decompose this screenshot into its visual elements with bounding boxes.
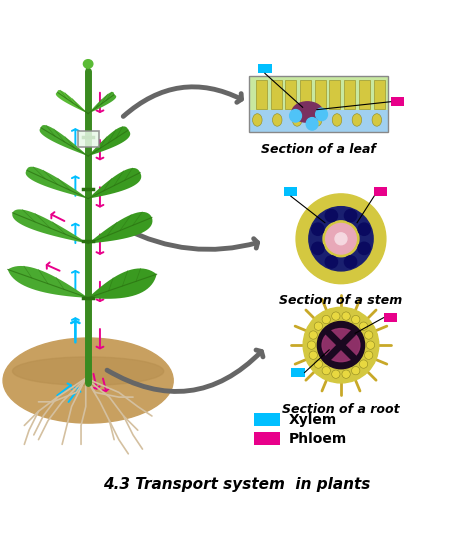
Text: Section of a stem: Section of a stem	[279, 294, 402, 307]
Bar	[271, 80, 282, 109]
Circle shape	[335, 233, 347, 245]
Ellipse shape	[352, 114, 362, 126]
Circle shape	[345, 210, 357, 222]
Circle shape	[323, 221, 359, 257]
Circle shape	[314, 322, 322, 330]
Bar	[254, 413, 280, 426]
Circle shape	[366, 341, 374, 349]
Bar	[258, 64, 272, 73]
Circle shape	[314, 360, 322, 368]
Text: Section of a root: Section of a root	[282, 403, 400, 416]
Ellipse shape	[3, 338, 173, 423]
Ellipse shape	[290, 109, 301, 122]
Text: Phloem: Phloem	[289, 432, 347, 446]
Circle shape	[342, 370, 350, 378]
Polygon shape	[12, 209, 88, 244]
Bar	[383, 313, 397, 322]
Text: Section of a leaf: Section of a leaf	[261, 143, 376, 156]
Circle shape	[307, 341, 316, 349]
Circle shape	[326, 224, 356, 254]
Circle shape	[325, 210, 337, 222]
Bar	[374, 80, 384, 109]
Bar	[359, 80, 370, 109]
Bar	[391, 97, 404, 106]
Bar	[374, 187, 387, 196]
Circle shape	[342, 312, 350, 320]
Text: Xylem: Xylem	[289, 413, 337, 427]
Polygon shape	[88, 268, 156, 299]
Circle shape	[345, 256, 357, 268]
Bar	[315, 80, 326, 109]
Ellipse shape	[372, 114, 382, 126]
Circle shape	[365, 351, 373, 360]
Circle shape	[309, 351, 318, 360]
Circle shape	[332, 370, 340, 378]
Circle shape	[296, 194, 386, 284]
Bar	[254, 432, 280, 445]
Bar	[292, 368, 305, 377]
Circle shape	[322, 315, 330, 324]
Circle shape	[312, 242, 324, 254]
Circle shape	[312, 223, 324, 236]
Polygon shape	[56, 90, 88, 114]
Bar	[249, 75, 388, 133]
Ellipse shape	[292, 102, 323, 122]
Bar	[300, 80, 311, 109]
Ellipse shape	[312, 114, 322, 126]
Circle shape	[359, 360, 368, 368]
Ellipse shape	[253, 114, 262, 126]
Circle shape	[359, 322, 368, 330]
Circle shape	[365, 331, 373, 339]
Ellipse shape	[306, 118, 318, 130]
Ellipse shape	[12, 357, 164, 385]
Circle shape	[303, 307, 379, 383]
Bar	[78, 132, 99, 147]
Circle shape	[352, 367, 360, 375]
Polygon shape	[8, 266, 88, 298]
Polygon shape	[88, 126, 130, 156]
Circle shape	[358, 242, 370, 254]
Circle shape	[332, 312, 340, 320]
Circle shape	[358, 223, 370, 236]
Polygon shape	[26, 167, 88, 198]
Ellipse shape	[316, 108, 328, 121]
Bar	[344, 80, 355, 109]
Circle shape	[322, 367, 330, 375]
Circle shape	[318, 321, 365, 369]
Polygon shape	[39, 125, 88, 156]
Bar	[285, 80, 296, 109]
Circle shape	[325, 256, 337, 268]
Bar	[249, 75, 388, 110]
Polygon shape	[88, 212, 153, 244]
Circle shape	[352, 315, 360, 324]
Bar	[284, 187, 298, 196]
Bar	[249, 110, 388, 133]
Circle shape	[309, 206, 373, 271]
Polygon shape	[88, 92, 116, 114]
Ellipse shape	[292, 114, 302, 126]
Circle shape	[309, 331, 318, 339]
Ellipse shape	[322, 329, 360, 362]
Ellipse shape	[83, 60, 93, 68]
Polygon shape	[88, 168, 141, 198]
Text: 4.3 Transport system  in plants: 4.3 Transport system in plants	[103, 476, 371, 492]
Bar	[329, 80, 340, 109]
Bar	[256, 80, 267, 109]
Ellipse shape	[332, 114, 342, 126]
Ellipse shape	[273, 114, 282, 126]
